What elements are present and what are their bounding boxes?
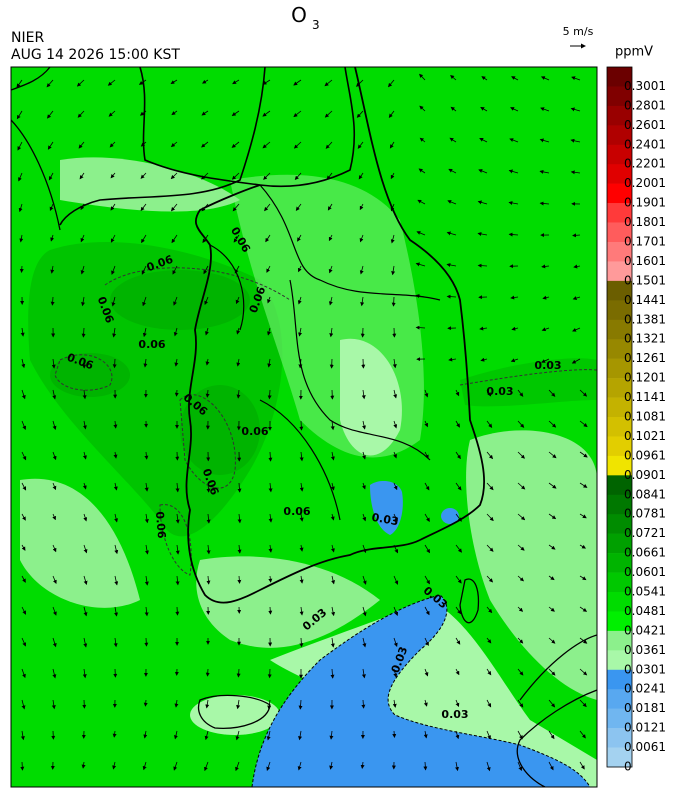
colorbar-label: 0.0961 xyxy=(624,448,666,462)
colorbar-label: 0.2601 xyxy=(624,118,666,132)
colorbar-label: 0.0721 xyxy=(624,526,666,540)
wind-arrow xyxy=(22,266,23,272)
wind-arrow xyxy=(177,607,178,615)
colorbar-label: 0.1081 xyxy=(624,410,666,424)
colorbar-label: 0.0361 xyxy=(624,643,666,657)
colorbar-label: 0 xyxy=(624,760,632,774)
colorbar-label: 0.1601 xyxy=(624,254,666,268)
contour-label: 0.03 xyxy=(486,385,513,398)
colorbar-label: 0.0241 xyxy=(624,682,666,696)
contour-label: 0.06 xyxy=(241,425,268,438)
colorbar-label: 0.0601 xyxy=(624,565,666,579)
colorbar-label: 0.1381 xyxy=(624,312,666,326)
wind-arrow xyxy=(22,762,23,770)
colorbar-unit: ppmV xyxy=(615,45,653,60)
wind-arrow xyxy=(394,731,395,737)
colorbar-label: 0.1441 xyxy=(624,293,666,307)
colorbar: 0.3001 0.2801 0.2601 0.2401 0.2201 0.2001 0.19… xyxy=(607,67,666,774)
colorbar-label: 0.1141 xyxy=(624,390,666,404)
vector-scale-label: 5 m/s xyxy=(563,25,594,38)
colorbar-label: 0.0181 xyxy=(624,701,666,715)
wind-arrow xyxy=(301,421,302,430)
datetime: AUG 14 2026 15:00 KST xyxy=(11,47,180,63)
title-subscript: 3 xyxy=(312,18,320,32)
contour-label: 0.06 xyxy=(283,505,310,518)
colorbar-label: 0.1501 xyxy=(624,273,666,287)
colorbar-label: 0.2201 xyxy=(624,157,666,171)
colorbar-label: 0.1901 xyxy=(624,196,666,210)
wind-arrow xyxy=(208,669,209,676)
wind-arrow xyxy=(146,638,147,646)
colorbar-label: 0.1201 xyxy=(624,371,666,385)
colorbar-label: 0.0301 xyxy=(624,662,666,676)
wind-arrow xyxy=(270,607,271,614)
colorbar-label: 0.1021 xyxy=(624,429,666,443)
wind-arrow xyxy=(115,359,116,368)
colorbar-label: 0.0661 xyxy=(624,546,666,560)
colorbar-label: 0.0481 xyxy=(624,604,666,618)
colorbar-label: 0.2001 xyxy=(624,176,666,190)
colorbar-label: 0.1261 xyxy=(624,351,666,365)
agency: NIER xyxy=(11,30,44,46)
colorbar-label: 0.0901 xyxy=(624,468,666,482)
colorbar-label: 0.1801 xyxy=(624,215,666,229)
colorbar-label: 0.2801 xyxy=(624,98,666,112)
contour-label: 0.06 xyxy=(153,511,168,540)
region-light xyxy=(190,695,280,735)
contour-label: 0.03 xyxy=(534,359,561,372)
colorbar-label: 0.1701 xyxy=(624,235,666,249)
title: O xyxy=(291,3,307,27)
colorbar-label: 0.2401 xyxy=(624,137,666,151)
colorbar-label: 0.0841 xyxy=(624,487,666,501)
colorbar-label: 0.3001 xyxy=(624,79,666,93)
colorbar-label: 0.1321 xyxy=(624,332,666,346)
map: 0.060.060.060.060.060.060.060.060.060.06… xyxy=(11,67,597,787)
wind-arrow xyxy=(394,297,395,306)
colorbar-label: 0.0121 xyxy=(624,721,666,735)
contour-label: 0.03 xyxy=(441,708,468,721)
colorbar-label: 0.0781 xyxy=(624,507,666,521)
wind-arrow xyxy=(177,390,178,396)
colorbar-label: 0.0061 xyxy=(624,740,666,754)
colorbar-label: 0.0421 xyxy=(624,623,666,637)
contour-label: 0.06 xyxy=(138,338,165,351)
colorbar-label: 0.0541 xyxy=(624,585,666,599)
region-dark xyxy=(110,270,250,330)
